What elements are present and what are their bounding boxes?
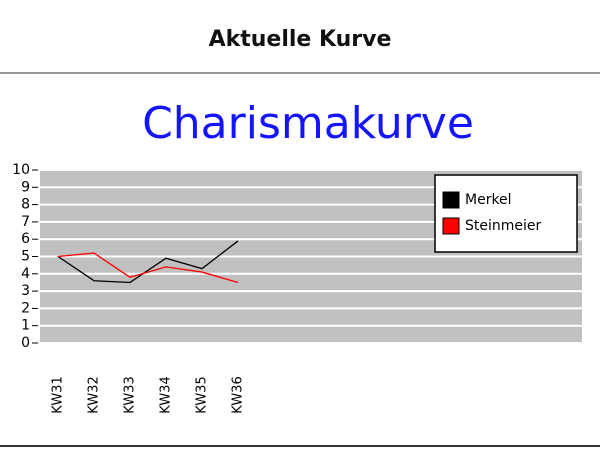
x-tick-label: KW36 [231,376,246,413]
series-line [57,240,239,284]
y-tick-label: 3 [21,283,30,299]
y-tick-label: 9 [21,179,30,195]
y-tick-label: 10 [12,162,30,178]
x-tick-label: KW31 [51,376,66,413]
y-tick-label: 8 [21,197,30,213]
legend-swatch [442,191,460,209]
legend-label: Steinmeier [465,218,542,234]
y-tick-label: 7 [21,214,30,230]
x-tick-label: KW32 [87,376,102,413]
x-tick-label: KW35 [195,376,210,413]
series-line [57,252,239,284]
chart-title: Charismakurve [142,98,474,149]
x-tick-label: KW34 [159,376,174,413]
header-title: Aktuelle Kurve [209,27,392,52]
y-tick-label: 1 [21,318,30,334]
legend-label: Merkel [465,192,512,208]
x-tick-label: KW33 [123,376,138,413]
legend-swatch [442,217,460,235]
y-tick-label: 6 [21,231,30,247]
y-tick-label: 5 [21,249,30,265]
y-tick-label: 0 [21,335,30,351]
y-tick-label: 2 [21,300,30,316]
y-tick-label: 4 [21,266,30,282]
legend-box [434,174,578,253]
